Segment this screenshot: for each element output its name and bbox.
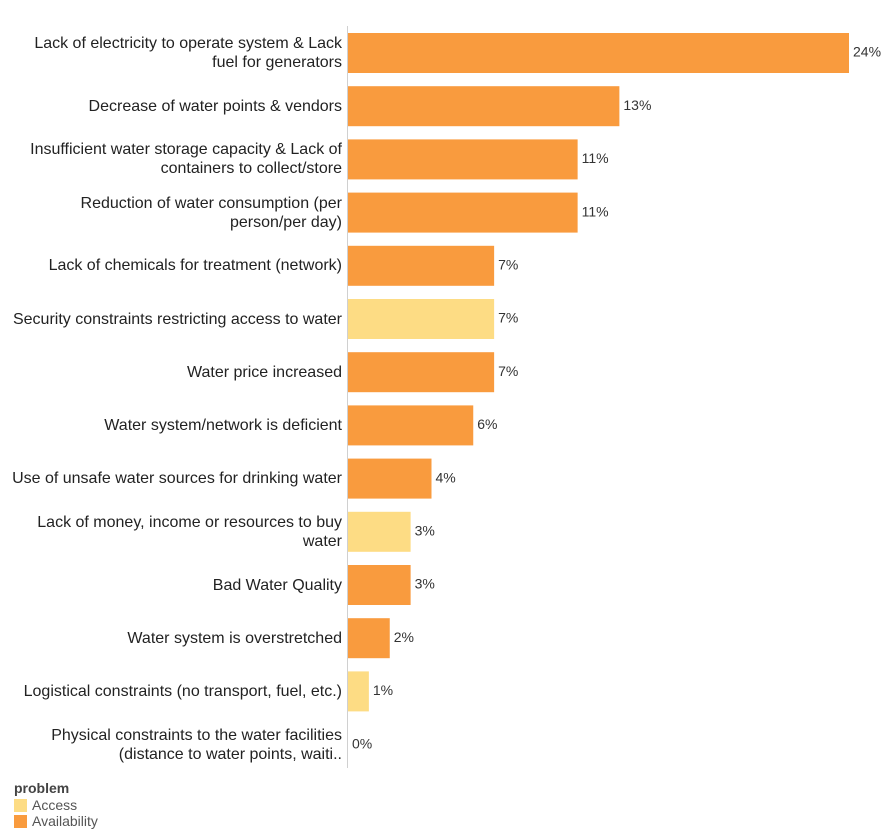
category-label: Insufficient water storage capacity & La… — [30, 141, 342, 178]
category-label: Water price increased — [186, 363, 342, 381]
value-label: 7% — [498, 363, 518, 379]
bar — [348, 139, 578, 180]
value-label: 2% — [394, 629, 414, 645]
bar — [348, 671, 369, 712]
legend-label: Availability — [32, 813, 98, 829]
value-label: 3% — [415, 523, 435, 539]
value-label: 24% — [853, 44, 881, 60]
category-label: Lack of electricity to operate system & … — [34, 35, 342, 71]
category-label: Use of unsafe water sources for drinking… — [12, 470, 342, 488]
value-label: 13% — [623, 97, 651, 113]
category-label: Reduction of water consumption (per pers… — [80, 194, 342, 231]
value-label: 6% — [477, 416, 497, 432]
bar — [348, 33, 849, 73]
category-label: Logistical constraints (no transport, fu… — [23, 682, 342, 700]
bar — [348, 618, 390, 659]
bar — [348, 405, 474, 446]
bar — [348, 352, 495, 393]
bar — [348, 458, 432, 499]
value-label: 11% — [582, 203, 609, 219]
category-label: Security constraints restricting access … — [12, 310, 342, 328]
category-label: Decrease of water points & vendors — [88, 97, 342, 115]
value-label: 7% — [498, 257, 518, 273]
bar — [348, 192, 578, 233]
category-label: Bad Water Quality — [212, 576, 342, 594]
value-label: 3% — [415, 576, 435, 592]
category-label: Physical constraints to the water facili… — [51, 726, 342, 763]
bar — [348, 565, 411, 605]
value-label: 7% — [498, 310, 518, 326]
category-label: Lack of chemicals for treatment (network… — [48, 257, 342, 275]
legend-swatch — [14, 799, 27, 812]
bar — [348, 511, 411, 552]
bar — [348, 86, 620, 127]
legend-swatch — [14, 815, 27, 828]
value-label: 0% — [352, 735, 372, 751]
bar — [348, 245, 495, 286]
value-label: 11% — [582, 150, 609, 166]
value-label: 4% — [436, 469, 456, 485]
bar — [348, 299, 495, 339]
value-label: 1% — [373, 682, 393, 698]
category-label: Water system is overstretched — [127, 629, 342, 647]
legend-label: Access — [32, 797, 78, 813]
category-label: Water system/network is deficient — [104, 416, 342, 434]
category-label: Lack of money, income or resources to bu… — [37, 513, 342, 550]
legend-title: problem — [14, 780, 70, 796]
